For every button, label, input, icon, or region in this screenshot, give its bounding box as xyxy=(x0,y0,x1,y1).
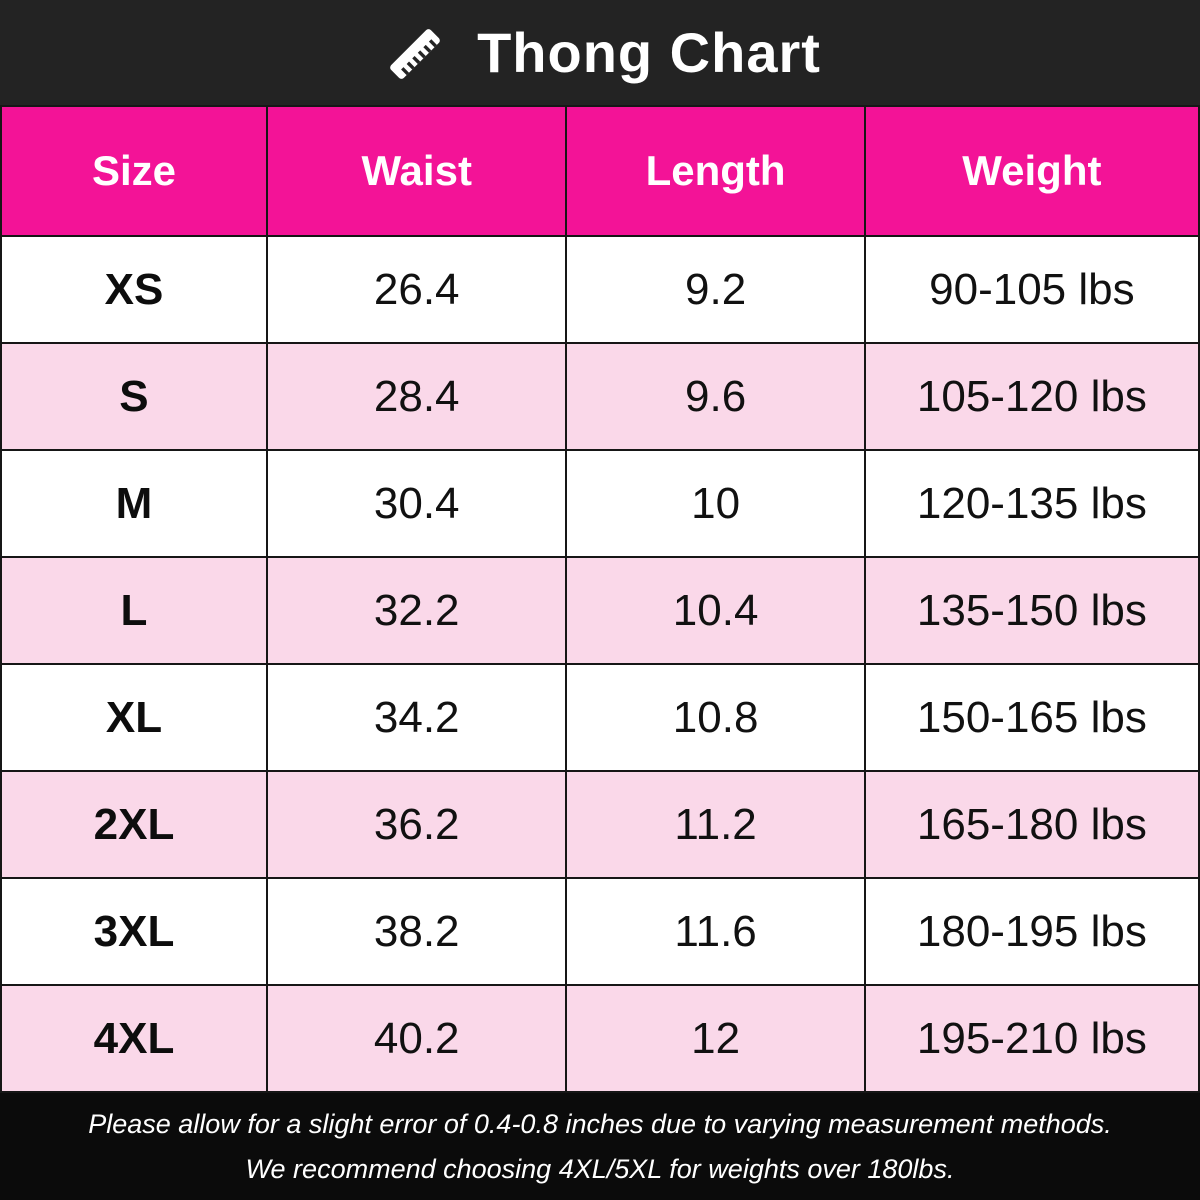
waist-cell: 40.2 xyxy=(265,984,568,1093)
table-row-xs: XS 26.4 9.2 90-105 lbs xyxy=(0,235,1200,344)
table-row-xl: XL 34.2 10.8 150-165 lbs xyxy=(0,663,1200,772)
column-header-waist: Waist xyxy=(265,105,568,237)
table-header-row: Size Waist Length Weight xyxy=(0,105,1200,237)
column-header-length: Length xyxy=(565,105,866,237)
waist-cell: 28.4 xyxy=(265,342,568,451)
table-row-4xl: 4XL 40.2 12 195-210 lbs xyxy=(0,984,1200,1093)
waist-cell: 36.2 xyxy=(265,770,568,879)
table-row-3xl: 3XL 38.2 11.6 180-195 lbs xyxy=(0,877,1200,986)
table-row-m: M 30.4 10 120-135 lbs xyxy=(0,449,1200,558)
length-cell: 9.6 xyxy=(565,342,866,451)
size-cell: L xyxy=(0,556,268,665)
size-cell: 4XL xyxy=(0,984,268,1093)
size-cell: 3XL xyxy=(0,877,268,986)
column-header-size: Size xyxy=(0,105,268,237)
waist-cell: 38.2 xyxy=(265,877,568,986)
size-cell: XL xyxy=(0,663,268,772)
table-row-2xl: 2XL 36.2 11.2 165-180 lbs xyxy=(0,770,1200,879)
column-header-weight: Weight xyxy=(863,105,1200,237)
title-bar: Thong Chart xyxy=(0,0,1200,105)
length-cell: 11.6 xyxy=(565,877,866,986)
weight-cell: 150-165 lbs xyxy=(863,663,1200,772)
footnote-line-2: We recommend choosing 4XL/5XL for weight… xyxy=(245,1153,955,1184)
size-table: Size Waist Length Weight XS 26.4 9.2 90-… xyxy=(0,105,1200,1093)
footnote: Please allow for a slight error of 0.4-0… xyxy=(0,1093,1200,1200)
ruler-icon xyxy=(379,18,451,90)
waist-cell: 32.2 xyxy=(265,556,568,665)
page-title: Thong Chart xyxy=(477,21,821,84)
length-cell: 10.4 xyxy=(565,556,866,665)
size-cell: 2XL xyxy=(0,770,268,879)
weight-cell: 120-135 lbs xyxy=(863,449,1200,558)
size-cell: XS xyxy=(0,235,268,344)
waist-cell: 34.2 xyxy=(265,663,568,772)
weight-cell: 180-195 lbs xyxy=(863,877,1200,986)
length-cell: 10.8 xyxy=(565,663,866,772)
weight-cell: 195-210 lbs xyxy=(863,984,1200,1093)
table-row-s: S 28.4 9.6 105-120 lbs xyxy=(0,342,1200,451)
length-cell: 12 xyxy=(565,984,866,1093)
length-cell: 10 xyxy=(565,449,866,558)
size-cell: M xyxy=(0,449,268,558)
weight-cell: 135-150 lbs xyxy=(863,556,1200,665)
weight-cell: 165-180 lbs xyxy=(863,770,1200,879)
table-row-l: L 32.2 10.4 135-150 lbs xyxy=(0,556,1200,665)
waist-cell: 26.4 xyxy=(265,235,568,344)
waist-cell: 30.4 xyxy=(265,449,568,558)
weight-cell: 105-120 lbs xyxy=(863,342,1200,451)
footnote-line-1: Please allow for a slight error of 0.4-0… xyxy=(88,1109,1112,1140)
weight-cell: 90-105 lbs xyxy=(863,235,1200,344)
size-cell: S xyxy=(0,342,268,451)
length-cell: 11.2 xyxy=(565,770,866,879)
length-cell: 9.2 xyxy=(565,235,866,344)
